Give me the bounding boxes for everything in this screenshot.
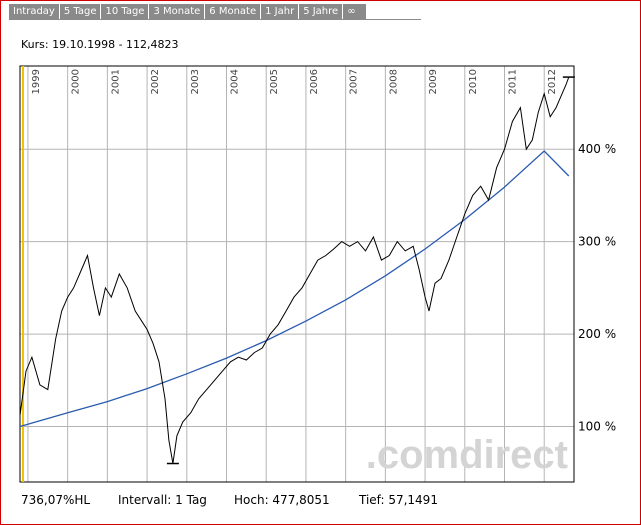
performance-value: 736,07%HL <box>21 493 91 507</box>
comdirect-watermark: .comdirect <box>366 433 568 477</box>
price-line <box>19 76 570 464</box>
percent-label-100: 100 % <box>578 420 616 434</box>
year-label-2006: 2006 <box>309 69 320 94</box>
tab-6-monate[interactable]: 6 Monate <box>205 4 262 19</box>
plot-border <box>19 65 575 483</box>
range-tab-bar: Intraday 5 Tage 10 Tage 3 Monate 6 Monat… <box>9 4 367 19</box>
percent-label-200: 200 % <box>578 327 616 341</box>
tab-max[interactable]: ∞ <box>343 4 367 19</box>
year-label-2001: 2001 <box>110 69 121 94</box>
high-value: Hoch: 477,8051 <box>234 493 330 507</box>
year-label-2004: 2004 <box>230 69 241 94</box>
year-label-2011: 2011 <box>508 69 519 94</box>
year-label-2005: 2005 <box>269 69 280 94</box>
tab-5-jahre[interactable]: 5 Jahre <box>299 4 344 19</box>
tab-1-jahr[interactable]: 1 Jahr <box>261 4 300 19</box>
year-label-2010: 2010 <box>468 69 479 94</box>
horizontal-gridlines <box>20 148 574 428</box>
tab-3-monate[interactable]: 3 Monate <box>149 4 206 19</box>
year-label-1999: 1999 <box>31 69 42 94</box>
percent-tick-labels: 100 % 200 % 300 % 400 % <box>578 142 616 433</box>
year-label-2009: 2009 <box>428 69 439 94</box>
year-label-2012: 2012 <box>547 69 558 94</box>
year-label-2000: 2000 <box>71 69 82 94</box>
year-label-2007: 2007 <box>349 69 360 94</box>
percent-label-300: 300 % <box>578 235 616 249</box>
percent-label-400: 400 % <box>578 142 616 156</box>
year-tick-labels: 1999 2000 2001 2002 2003 2004 2005 2006 2007 2008… <box>31 69 558 94</box>
year-label-2003: 2003 <box>190 69 201 94</box>
trend-line <box>19 150 570 428</box>
vertical-gridlines <box>27 66 545 482</box>
high-low-markers <box>166 76 575 465</box>
tab-5-tage[interactable]: 5 Tage <box>59 4 102 19</box>
tab-underline <box>9 19 421 20</box>
year-label-2008: 2008 <box>388 69 399 94</box>
interval-value: Intervall: 1 Tag <box>118 493 207 507</box>
tab-10-tage[interactable]: 10 Tage <box>101 4 150 19</box>
low-value: Tief: 57,1491 <box>359 493 438 507</box>
tab-intraday[interactable]: Intraday <box>9 4 60 19</box>
year-label-2002: 2002 <box>150 69 161 94</box>
price-readout: Kurs: 19.10.1998 - 112,4823 <box>21 38 179 51</box>
